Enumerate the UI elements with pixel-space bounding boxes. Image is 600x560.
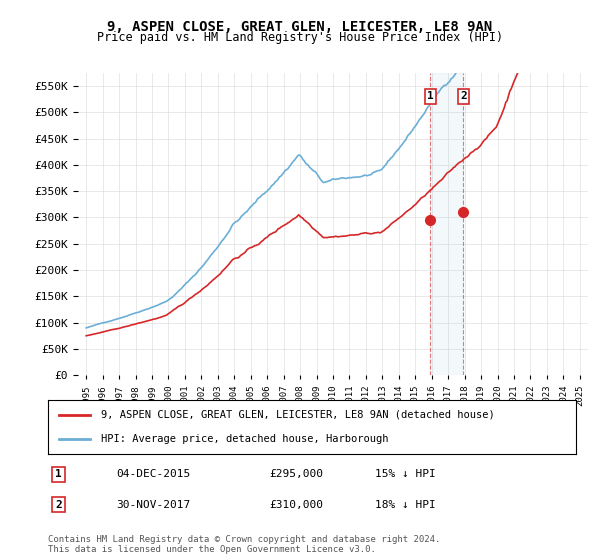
- Text: 9, ASPEN CLOSE, GREAT GLEN, LEICESTER, LE8 9AN (detached house): 9, ASPEN CLOSE, GREAT GLEN, LEICESTER, L…: [101, 410, 494, 420]
- Text: Price paid vs. HM Land Registry's House Price Index (HPI): Price paid vs. HM Land Registry's House …: [97, 31, 503, 44]
- Text: 15% ↓ HPI: 15% ↓ HPI: [376, 469, 436, 479]
- Text: 1: 1: [55, 469, 62, 479]
- Text: 9, ASPEN CLOSE, GREAT GLEN, LEICESTER, LE8 9AN: 9, ASPEN CLOSE, GREAT GLEN, LEICESTER, L…: [107, 20, 493, 34]
- Text: £310,000: £310,000: [270, 500, 324, 510]
- Text: £295,000: £295,000: [270, 469, 324, 479]
- Text: 2: 2: [460, 91, 467, 101]
- Text: Contains HM Land Registry data © Crown copyright and database right 2024.
This d: Contains HM Land Registry data © Crown c…: [48, 535, 440, 554]
- Bar: [430, 73, 463, 375]
- Text: 30-NOV-2017: 30-NOV-2017: [116, 500, 191, 510]
- Text: 18% ↓ HPI: 18% ↓ HPI: [376, 500, 436, 510]
- Text: HPI: Average price, detached house, Harborough: HPI: Average price, detached house, Harb…: [101, 434, 388, 444]
- Text: 2: 2: [55, 500, 62, 510]
- Text: 04-DEC-2015: 04-DEC-2015: [116, 469, 191, 479]
- Text: 1: 1: [427, 91, 434, 101]
